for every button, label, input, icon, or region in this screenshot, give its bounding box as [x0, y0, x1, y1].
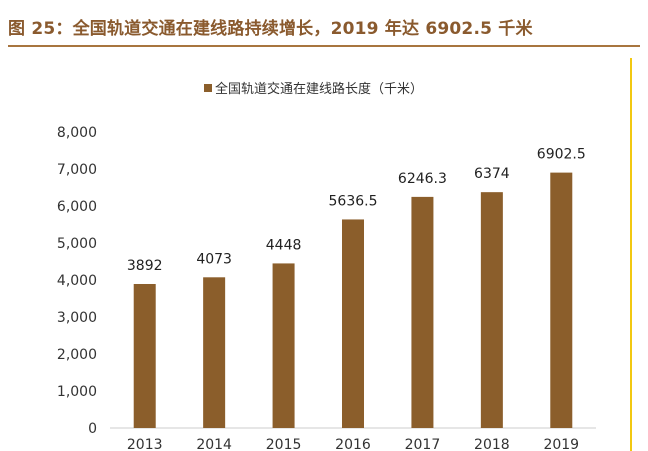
y-tick-label: 8,000 — [57, 125, 97, 141]
x-tick-label: 2013 — [127, 437, 163, 451]
y-tick-label: 4,000 — [57, 273, 97, 289]
data-label: 4448 — [266, 237, 302, 253]
bar — [272, 263, 295, 428]
x-tick-label: 2018 — [474, 437, 510, 451]
legend-label: 全国轨道交通在建线路长度（千米） — [215, 81, 423, 97]
figure-title: 图 25：全国轨道交通在建线路持续增长，2019 年达 6902.5 千米 — [8, 19, 533, 39]
legend-swatch — [204, 84, 212, 92]
x-tick-label: 2015 — [266, 437, 302, 451]
y-tick-label: 5,000 — [57, 236, 97, 252]
data-label: 6246.3 — [398, 171, 447, 187]
y-tick-label: 3,000 — [57, 310, 97, 326]
data-label: 3892 — [127, 258, 163, 274]
x-tick-label: 2019 — [543, 437, 579, 451]
data-label: 6902.5 — [537, 147, 586, 163]
data-label: 5636.5 — [329, 193, 378, 209]
y-tick-label: 0 — [88, 421, 97, 437]
y-tick-label: 2,000 — [57, 347, 97, 363]
bar — [480, 192, 503, 428]
bar — [411, 196, 434, 428]
bar — [550, 172, 573, 428]
y-tick-label: 1,000 — [57, 384, 97, 400]
data-label: 4073 — [196, 251, 232, 267]
y-tick-label: 7,000 — [57, 162, 97, 178]
data-label: 6374 — [474, 166, 510, 182]
title-divider — [8, 45, 640, 47]
bar — [342, 219, 364, 428]
side-divider — [630, 58, 632, 451]
x-tick-label: 2017 — [405, 437, 441, 451]
x-tick-label: 2016 — [335, 437, 371, 451]
x-tick-label: 2014 — [196, 437, 232, 451]
y-tick-label: 6,000 — [57, 199, 97, 215]
bar — [133, 283, 156, 428]
bar — [203, 277, 226, 428]
